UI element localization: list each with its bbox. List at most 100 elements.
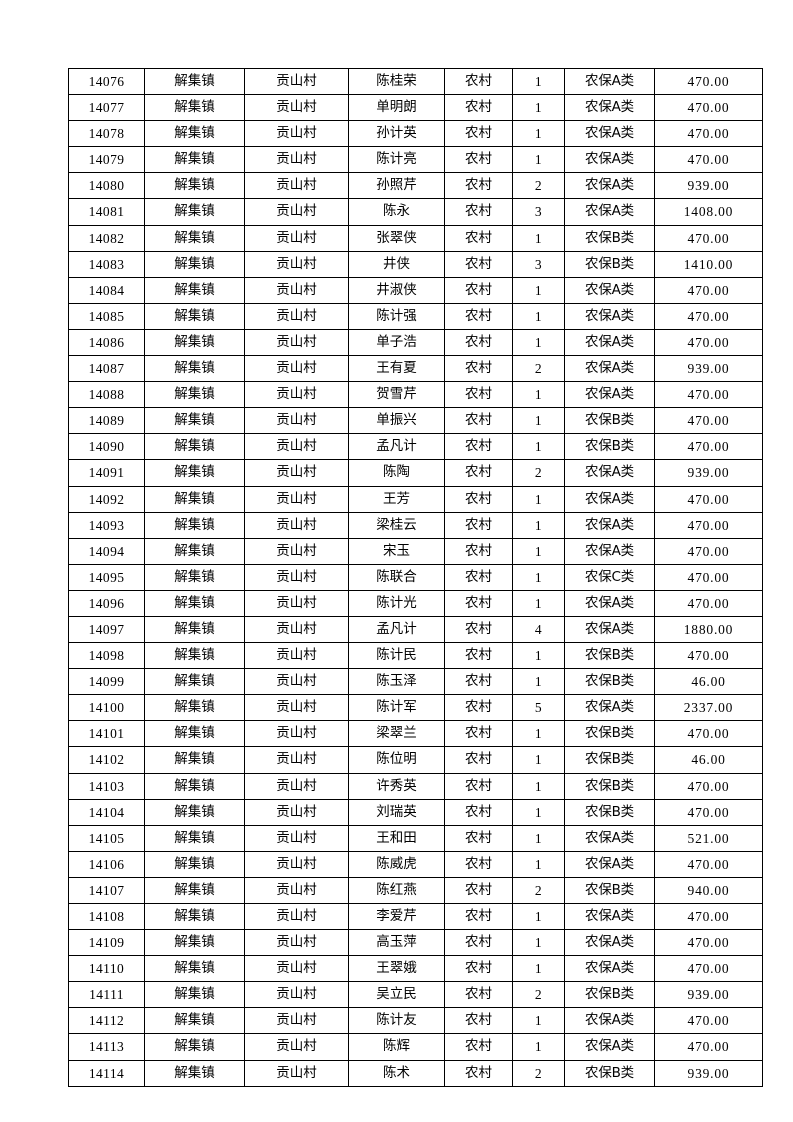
table-row: 14082 解集镇 贡山村 张翠侠 农村 1 农保B类 470.00 (68, 224, 763, 252)
cell-town: 解集镇 (144, 511, 245, 539)
cell-serial-number: 14108 (68, 902, 145, 931)
cell-amount: 470.00 (654, 537, 763, 565)
cell-village: 贡山村 (244, 537, 349, 565)
cell-serial-number: 14077 (68, 94, 145, 122)
table-row: 14076 解集镇 贡山村 陈桂荣 农村 1 农保A类 470.00 (68, 67, 763, 96)
cell-household-type: 农村 (444, 328, 513, 357)
cell-village: 贡山村 (244, 955, 349, 983)
cell-town: 解集镇 (144, 850, 245, 878)
cell-amount: 470.00 (654, 276, 763, 304)
cell-insurance-category: 农保A类 (564, 1033, 655, 1061)
table-row: 14110 解集镇 贡山村 王翠娥 农村 1 农保A类 470.00 (68, 955, 763, 983)
cell-serial-number: 14103 (68, 772, 145, 800)
cell-amount: 470.00 (654, 902, 763, 931)
cell-person-count: 1 (512, 407, 565, 435)
cell-person-name: 梁桂云 (348, 511, 445, 539)
cell-town: 解集镇 (144, 798, 245, 826)
cell-household-type: 农村 (444, 615, 513, 644)
cell-amount: 1880.00 (654, 615, 763, 644)
cell-amount: 46.00 (654, 746, 763, 774)
cell-household-type: 农村 (444, 824, 513, 852)
cell-amount: 470.00 (654, 381, 763, 409)
cell-person-count: 4 (512, 615, 565, 644)
cell-person-count: 1 (512, 537, 565, 565)
cell-village: 贡山村 (244, 746, 349, 774)
cell-amount: 470.00 (654, 642, 763, 670)
table-row: 14099 解集镇 贡山村 陈玉泽 农村 1 农保B类 46.00 (68, 668, 763, 696)
cell-household-type: 农村 (444, 250, 513, 278)
cell-household-type: 农村 (444, 902, 513, 931)
cell-serial-number: 14100 (68, 694, 145, 722)
cell-person-name: 单子浩 (348, 328, 445, 357)
cell-insurance-category: 农保B类 (564, 407, 655, 435)
cell-household-type: 农村 (444, 224, 513, 252)
cell-person-name: 陈桂荣 (348, 67, 445, 96)
cell-serial-number: 14101 (68, 720, 145, 748)
cell-town: 解集镇 (144, 120, 245, 148)
cell-person-name: 李爱芹 (348, 902, 445, 931)
cell-village: 贡山村 (244, 1007, 349, 1035)
cell-village: 贡山村 (244, 1033, 349, 1061)
cell-amount: 939.00 (654, 172, 763, 200)
cell-household-type: 农村 (444, 589, 513, 617)
cell-insurance-category: 农保A类 (564, 355, 655, 383)
table-row: 14114 解集镇 贡山村 陈术 农村 2 农保B类 939.00 (68, 1059, 763, 1087)
cell-amount: 470.00 (654, 407, 763, 435)
cell-person-count: 1 (512, 589, 565, 617)
cell-serial-number: 14114 (68, 1059, 145, 1087)
cell-person-name: 陈红燕 (348, 876, 445, 905)
cell-household-type: 农村 (444, 1007, 513, 1035)
cell-amount: 470.00 (654, 120, 763, 148)
cell-person-count: 1 (512, 276, 565, 304)
cell-amount: 470.00 (654, 850, 763, 878)
cell-village: 贡山村 (244, 67, 349, 96)
cell-household-type: 农村 (444, 929, 513, 957)
cell-person-count: 3 (512, 198, 565, 226)
cell-household-type: 农村 (444, 563, 513, 591)
cell-person-count: 3 (512, 250, 565, 278)
cell-serial-number: 14080 (68, 172, 145, 200)
cell-person-name: 井侠 (348, 250, 445, 278)
cell-person-name: 王和田 (348, 824, 445, 852)
table-row: 14090 解集镇 贡山村 孟凡计 农村 1 农保B类 470.00 (68, 433, 763, 461)
cell-amount: 1410.00 (654, 250, 763, 278)
cell-serial-number: 14113 (68, 1033, 145, 1061)
cell-amount: 470.00 (654, 798, 763, 826)
cell-insurance-category: 农保B类 (564, 642, 655, 670)
cell-village: 贡山村 (244, 250, 349, 278)
cell-person-count: 1 (512, 1033, 565, 1061)
table-row: 14095 解集镇 贡山村 陈联合 农村 1 农保C类 470.00 (68, 563, 763, 591)
cell-serial-number: 14098 (68, 642, 145, 670)
cell-town: 解集镇 (144, 537, 245, 565)
cell-household-type: 农村 (444, 798, 513, 826)
cell-person-count: 1 (512, 328, 565, 357)
table-row: 14107 解集镇 贡山村 陈红燕 农村 2 农保B类 940.00 (68, 876, 763, 905)
cell-person-count: 1 (512, 511, 565, 539)
cell-amount: 470.00 (654, 511, 763, 539)
cell-insurance-category: 农保B类 (564, 720, 655, 748)
cell-person-name: 高玉萍 (348, 929, 445, 957)
cell-insurance-category: 农保A类 (564, 94, 655, 122)
table-row: 14103 解集镇 贡山村 许秀英 农村 1 农保B类 470.00 (68, 772, 763, 800)
cell-household-type: 农村 (444, 511, 513, 539)
cell-serial-number: 14090 (68, 433, 145, 461)
cell-town: 解集镇 (144, 198, 245, 226)
cell-person-name: 王有夏 (348, 355, 445, 383)
cell-village: 贡山村 (244, 459, 349, 487)
cell-serial-number: 14087 (68, 355, 145, 383)
cell-person-count: 1 (512, 224, 565, 252)
cell-person-count: 1 (512, 67, 565, 96)
cell-village: 贡山村 (244, 929, 349, 957)
cell-town: 解集镇 (144, 902, 245, 931)
cell-serial-number: 14099 (68, 668, 145, 696)
cell-town: 解集镇 (144, 772, 245, 800)
cell-village: 贡山村 (244, 850, 349, 878)
cell-amount: 470.00 (654, 955, 763, 983)
cell-insurance-category: 农保B类 (564, 668, 655, 696)
cell-serial-number: 14084 (68, 276, 145, 304)
cell-person-name: 陈计友 (348, 1007, 445, 1035)
cell-person-count: 1 (512, 798, 565, 826)
cell-household-type: 农村 (444, 94, 513, 122)
cell-insurance-category: 农保A类 (564, 824, 655, 852)
